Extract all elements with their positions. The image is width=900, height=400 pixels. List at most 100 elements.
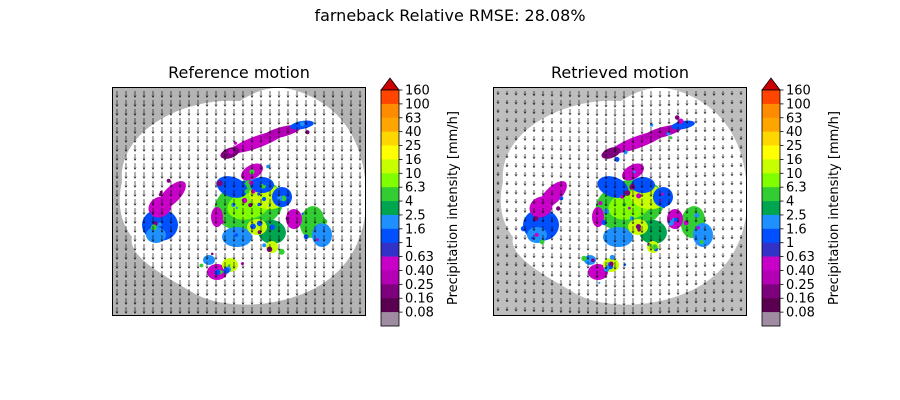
motion-vector-head-0-566 — [169, 275, 173, 278]
motion-vector-head-1-446 — [730, 227, 734, 231]
motion-vector-head-1-241 — [649, 167, 653, 171]
motion-vector-head-1-306 — [730, 182, 734, 186]
motion-vector-head-0-614 — [349, 284, 353, 287]
motion-vector-head-0-63 — [178, 113, 182, 116]
motion-vector-head-0-407 — [250, 221, 254, 224]
motion-vector-head-0-410 — [277, 221, 281, 224]
motion-vector-head-0-141 — [124, 140, 128, 143]
colorbar-segment-0-13 — [381, 270, 399, 285]
motion-vector-head-0-531 — [358, 257, 362, 260]
motion-vector-head-1-356 — [676, 202, 680, 206]
motion-vector-head-1-310 — [514, 192, 518, 195]
motion-vector-head-1-455 — [559, 238, 563, 242]
motion-vector-head-0-350 — [241, 203, 245, 206]
motion-vector-head-1-502 — [730, 245, 734, 249]
colorbar-tick-label-1-10: 1.6 — [786, 222, 807, 237]
motion-vector-head-1-385 — [685, 211, 689, 214]
motion-vector-head-1-81 — [721, 111, 725, 114]
motion-vector-head-1-186 — [658, 149, 662, 152]
motion-vector-head-0-277 — [340, 176, 344, 179]
motion-vector-head-1-100 — [640, 122, 644, 126]
motion-vector-head-0-487 — [214, 248, 218, 251]
motion-vector-head-1-88 — [532, 120, 536, 124]
motion-vector-head-0-435 — [250, 230, 254, 233]
motion-vector-head-0-378 — [241, 212, 245, 215]
motion-vector-head-0-74 — [277, 113, 281, 116]
motion-vector-head-0-205 — [196, 158, 200, 161]
motion-vector-head-1-101 — [649, 122, 653, 126]
motion-vector-head-0-496 — [295, 248, 299, 251]
motion-vector-head-1-428 — [568, 229, 572, 233]
motion-vector-head-0-100 — [259, 122, 263, 125]
motion-vector-head-0-598 — [205, 284, 209, 287]
motion-vector-head-1-342 — [550, 202, 554, 205]
motion-vector-head-0-608 — [295, 284, 299, 287]
motion-vector-head-0-615 — [358, 284, 362, 287]
motion-vector-head-0-252 — [115, 176, 119, 179]
motion-vector-head-1-489 — [613, 249, 617, 252]
precip-cell-0-7 — [247, 219, 267, 235]
colorbar-tick-label-1-2: 63 — [786, 111, 803, 126]
precip-speck-1-38 — [559, 196, 564, 201]
motion-vector-head-1-469 — [685, 238, 689, 241]
motion-vector-head-0-290 — [205, 185, 209, 188]
motion-vector-head-1-226 — [514, 165, 518, 168]
motion-vector-head-0-288 — [187, 185, 191, 188]
motion-vector-head-1-470 — [694, 238, 698, 241]
motion-vector-head-0-117 — [160, 131, 164, 134]
motion-vector-head-0-539 — [178, 266, 182, 269]
colorbar-tick-label-0-5: 16 — [405, 153, 422, 168]
motion-vector-head-1-327 — [667, 193, 671, 197]
motion-vector-head-1-58 — [514, 111, 518, 114]
motion-vector-head-0-494 — [277, 248, 281, 251]
motion-vector-head-0-298 — [277, 185, 281, 188]
motion-vector-head-0-689 — [268, 311, 272, 314]
precip-speck-1-1 — [620, 194, 625, 199]
motion-vector-head-0-489 — [232, 248, 236, 251]
motion-vector-head-1-65 — [577, 113, 581, 116]
motion-vector-head-0-319 — [214, 194, 218, 197]
motion-vector-head-0-521 — [268, 257, 272, 260]
motion-vector-head-0-256 — [151, 176, 155, 179]
motion-vector-head-0-129 — [268, 131, 272, 134]
motion-vector-head-0-386 — [313, 212, 317, 215]
precip-speck-0-26 — [305, 130, 310, 135]
motion-vector-head-1-496 — [676, 247, 680, 251]
motion-vector-head-0-71 — [250, 113, 254, 116]
motion-vector-head-1-258 — [550, 175, 554, 178]
colorbar-tick-label-0-7: 6.3 — [405, 181, 426, 196]
motion-vector-head-1-223 — [739, 155, 743, 159]
motion-vector-head-0-394 — [133, 221, 137, 224]
motion-vector-head-0-651 — [178, 302, 182, 305]
motion-vector-head-1-182 — [622, 150, 626, 153]
motion-vector-head-1-497 — [685, 247, 689, 250]
motion-vector-head-0-644 — [115, 302, 119, 305]
motion-vector-head-1-229 — [541, 166, 545, 169]
motion-vector-head-1-97 — [613, 123, 617, 126]
motion-vector-head-1-150 — [586, 140, 590, 144]
motion-vector-head-1-507 — [523, 255, 527, 259]
motion-vector-head-0-400 — [187, 221, 191, 224]
motion-vector-head-1-21 — [685, 94, 689, 97]
motion-vector-head-1-567 — [559, 274, 563, 278]
motion-vector-head-1-517 — [613, 258, 617, 261]
motion-vector-head-1-220 — [712, 156, 716, 160]
motion-vector-head-0-171 — [142, 149, 146, 152]
motion-vector-head-1-78 — [694, 112, 698, 115]
motion-vector-head-0-509 — [160, 257, 164, 260]
motion-vector-head-1-1 — [505, 92, 509, 96]
motion-vector-head-1-251 — [739, 164, 743, 168]
motion-vector-head-0-585 — [340, 275, 344, 278]
motion-vector-head-1-481 — [541, 247, 545, 250]
precip-speck-1-14 — [601, 219, 607, 226]
motion-vector-head-0-461 — [232, 239, 236, 242]
motion-vector-head-1-667 — [703, 300, 707, 304]
motion-vector-head-0-561 — [124, 275, 128, 278]
motion-vector-head-1-528 — [712, 255, 716, 259]
motion-vector-head-0-122 — [205, 131, 209, 134]
motion-vector-head-1-243 — [667, 166, 671, 170]
motion-vector-head-1-392 — [496, 218, 500, 222]
precip-speck-0-3 — [227, 264, 231, 267]
motion-vector-head-1-373 — [577, 212, 581, 215]
motion-vector-head-0-201 — [160, 158, 164, 161]
